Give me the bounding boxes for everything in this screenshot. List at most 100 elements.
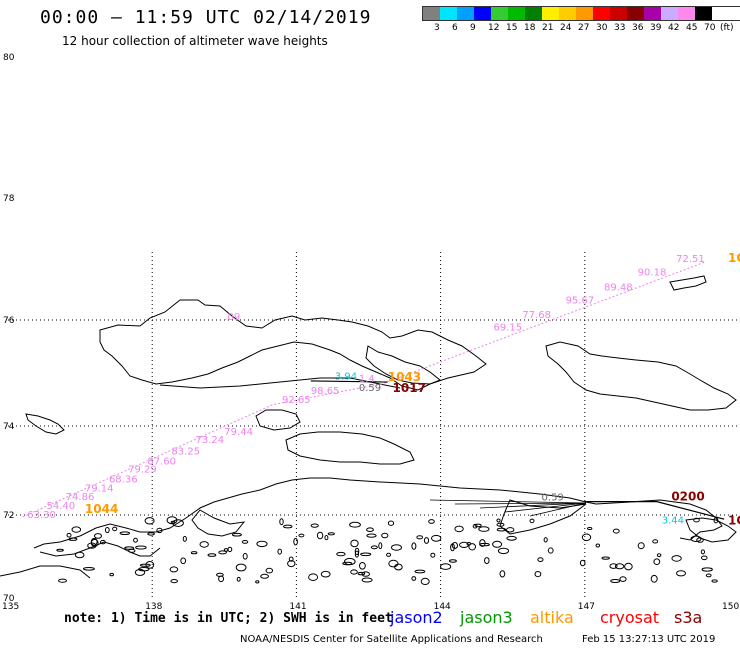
- lake-outline: [428, 519, 435, 524]
- lon-tick-label: 138: [145, 602, 162, 612]
- legend-unit: (ft): [720, 23, 734, 33]
- wave-height-label: 98.65: [311, 386, 340, 397]
- lake-outline: [236, 576, 241, 582]
- lake-outline: [288, 556, 294, 562]
- legend-label: 24: [560, 23, 572, 33]
- lake-outline: [451, 542, 458, 549]
- wave-height-label: .09: [224, 312, 240, 323]
- coast-sannikov-strait: [159, 377, 401, 389]
- track-altika: [310, 380, 388, 383]
- legend-label: 30: [596, 23, 608, 33]
- legend-swatch: [678, 7, 695, 20]
- legend-swatch: [610, 7, 627, 20]
- lake-outline: [624, 562, 633, 571]
- lake-outline: [308, 573, 319, 582]
- lake-outline: [496, 527, 507, 532]
- lake-outline: [223, 548, 229, 552]
- lake-outline: [420, 577, 430, 586]
- coast-east-cape: [685, 517, 737, 543]
- legend-label: 33: [614, 23, 626, 33]
- lake-outline: [701, 555, 708, 561]
- lake-outline: [82, 567, 95, 571]
- lake-outline: [190, 551, 198, 555]
- lat-tick-label: 78: [3, 194, 15, 204]
- coast-spit-line: [454, 502, 587, 505]
- lake-outline: [448, 559, 457, 563]
- lake-outline: [134, 568, 146, 576]
- legend-swatch: [440, 7, 457, 20]
- coast-spit-line: [529, 502, 587, 517]
- legend-label: 6: [452, 23, 458, 33]
- wave-height-label: 0.59: [359, 383, 381, 394]
- lake-outline: [144, 517, 155, 525]
- lake-outline: [166, 516, 178, 525]
- lake-outline: [537, 557, 544, 562]
- wave-height-label: 68.36: [109, 475, 138, 486]
- lake-outline: [156, 527, 163, 534]
- lake-outline: [386, 552, 392, 557]
- coastline: [0, 275, 737, 579]
- sat-jason3: jason3: [460, 608, 513, 627]
- lake-outline: [58, 578, 67, 583]
- page-subtitle: 12 hour collection of altimeter wave hei…: [62, 34, 328, 48]
- delta-lakes: [56, 516, 719, 586]
- lake-outline: [713, 517, 719, 524]
- lake-outline: [283, 524, 293, 529]
- lat-tick-label: 80: [3, 53, 15, 63]
- wave-height-label: 77.68: [522, 310, 551, 321]
- legend-swatch: [661, 7, 678, 20]
- lon-tick-label: 147: [578, 602, 595, 612]
- lake-outline: [506, 527, 515, 533]
- lake-outline: [287, 560, 296, 568]
- lake-outline: [293, 537, 298, 546]
- pass-time-label: 1043: [388, 370, 421, 384]
- coast-bunge-bay: [365, 345, 441, 385]
- lake-outline: [497, 547, 510, 555]
- lake-outline: [650, 574, 658, 583]
- lake-outline: [619, 576, 627, 582]
- wave-height-label: 92.65: [282, 395, 311, 406]
- legend-swatch: [508, 7, 525, 20]
- legend-swatch: [542, 7, 559, 20]
- coast-bennett-island: [669, 275, 707, 291]
- wave-height-label: 69.15: [493, 323, 522, 334]
- lake-outline: [354, 547, 360, 556]
- lake-outline: [56, 548, 64, 552]
- coast-kotelny: [99, 299, 487, 391]
- lake-outline: [241, 540, 249, 544]
- lake-outline: [135, 545, 147, 550]
- wave-height-label: 79.14: [85, 483, 114, 494]
- wave-height-label: 95.67: [566, 296, 595, 307]
- wave-height-label: 89.48: [604, 283, 633, 294]
- lake-outline: [359, 562, 366, 570]
- track-s3a: [584, 501, 725, 520]
- legend-label: 12: [488, 23, 500, 33]
- lake-outline: [320, 570, 331, 578]
- lake-outline: [468, 543, 477, 551]
- lake-outline: [310, 523, 319, 528]
- wave-height-label: 87.60: [147, 456, 176, 467]
- lake-outline: [450, 543, 455, 552]
- lake-outline: [676, 570, 686, 577]
- legend-swatch: [593, 7, 610, 20]
- lake-outline: [454, 525, 464, 533]
- lake-outline: [360, 552, 372, 557]
- lake-outline: [472, 523, 478, 529]
- wave-height-label: 1.4: [359, 374, 375, 385]
- lake-outline: [66, 532, 72, 538]
- lon-tick-label: 144: [434, 602, 451, 612]
- lake-outline: [579, 559, 586, 567]
- lake-outline: [119, 531, 131, 536]
- lake-outline: [381, 532, 389, 539]
- coast-yana-delta: [191, 509, 246, 537]
- lake-outline: [68, 537, 78, 541]
- coast-lyakhovsky-big: [285, 431, 415, 465]
- lake-outline: [387, 520, 395, 526]
- lake-outline: [260, 573, 270, 579]
- lake-outline: [235, 563, 247, 572]
- legend-label: 9: [470, 23, 476, 33]
- lake-outline: [71, 526, 82, 533]
- track-cryosat: [22, 261, 706, 518]
- lake-outline: [349, 521, 361, 528]
